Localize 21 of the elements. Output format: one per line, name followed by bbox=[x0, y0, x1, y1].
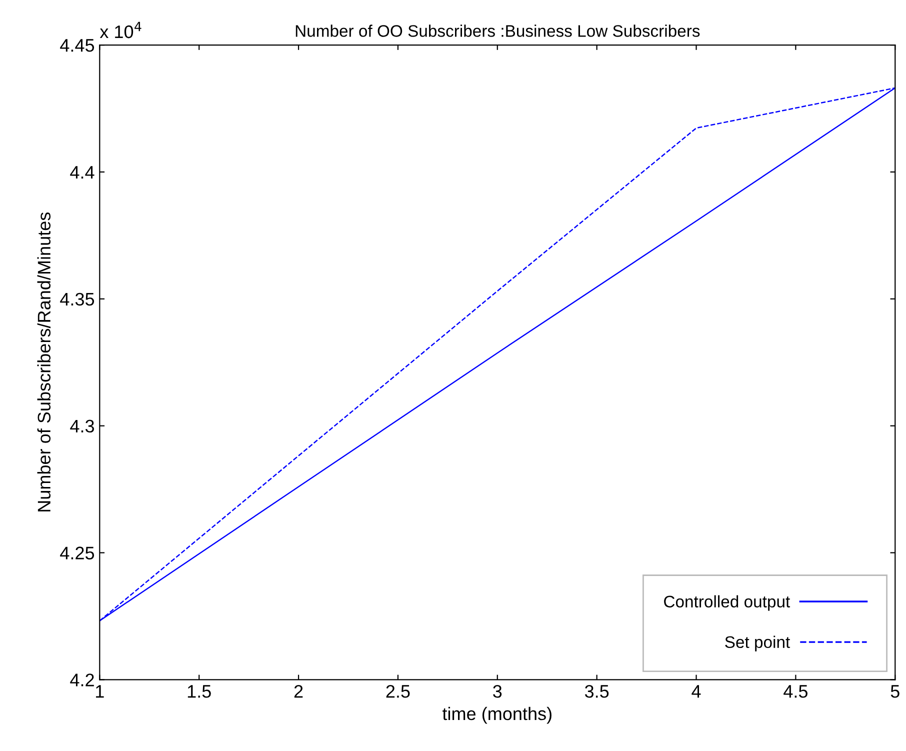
chart-title: Number of OO Subscribers :Business Low Subscribers bbox=[296, 24, 700, 37]
legend-label: Set point bbox=[725, 636, 790, 652]
y-tick-label: 4.35 bbox=[60, 292, 94, 306]
y-tick-label: 4.3 bbox=[70, 420, 94, 433]
x-tick-label: 1.5 bbox=[188, 685, 211, 698]
x-tick-label: 5 bbox=[890, 685, 900, 698]
x-tick-label: 3 bbox=[493, 684, 502, 698]
legend-label: Controlled output bbox=[664, 595, 790, 611]
y-tick-label: 4.4 bbox=[70, 166, 94, 179]
x-tick-label: 1 bbox=[96, 685, 104, 698]
y-tick-label: 4.25 bbox=[60, 546, 94, 560]
x-tick-label: 2 bbox=[294, 684, 303, 698]
x-tick-label: 3.5 bbox=[584, 684, 609, 698]
x-tick-label: 4 bbox=[692, 685, 701, 698]
y-axis-title: Number of Subscribers/Rand/Minutes bbox=[37, 212, 51, 512]
y-tick-label: 4.45 bbox=[60, 39, 94, 52]
x-tick-label: 4.5 bbox=[784, 685, 808, 698]
x-axis-title: time (months) bbox=[442, 706, 552, 724]
x-tick-label: 2.5 bbox=[386, 684, 410, 698]
y-tick-label: 4.2 bbox=[70, 674, 94, 686]
text: x 10$^{4}$ bbox=[100, 22, 142, 38]
